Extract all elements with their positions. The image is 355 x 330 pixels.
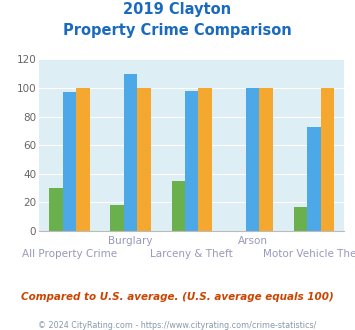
- Text: © 2024 CityRating.com - https://www.cityrating.com/crime-statistics/: © 2024 CityRating.com - https://www.city…: [38, 321, 317, 330]
- Text: Larceny & Theft: Larceny & Theft: [150, 249, 233, 259]
- Bar: [246, 88, 260, 231]
- Text: Compared to U.S. average. (U.S. average equals 100): Compared to U.S. average. (U.S. average …: [21, 292, 334, 302]
- Text: All Property Crime: All Property Crime: [22, 249, 117, 259]
- Legend: Clayton, Ohio, National: Clayton, Ohio, National: [65, 326, 318, 330]
- Text: Motor Vehicle Theft: Motor Vehicle Theft: [263, 249, 355, 259]
- Bar: [294, 207, 307, 231]
- Text: Property Crime Comparison: Property Crime Comparison: [63, 23, 292, 38]
- Bar: [110, 205, 124, 231]
- Bar: [49, 188, 63, 231]
- Text: Burglary: Burglary: [108, 236, 153, 246]
- Bar: [307, 127, 321, 231]
- Bar: [63, 92, 76, 231]
- Bar: [76, 88, 90, 231]
- Bar: [137, 88, 151, 231]
- Text: Arson: Arson: [238, 236, 268, 246]
- Bar: [321, 88, 334, 231]
- Bar: [171, 181, 185, 231]
- Text: 2019 Clayton: 2019 Clayton: [124, 2, 231, 16]
- Bar: [185, 91, 198, 231]
- Bar: [260, 88, 273, 231]
- Bar: [124, 74, 137, 231]
- Bar: [198, 88, 212, 231]
